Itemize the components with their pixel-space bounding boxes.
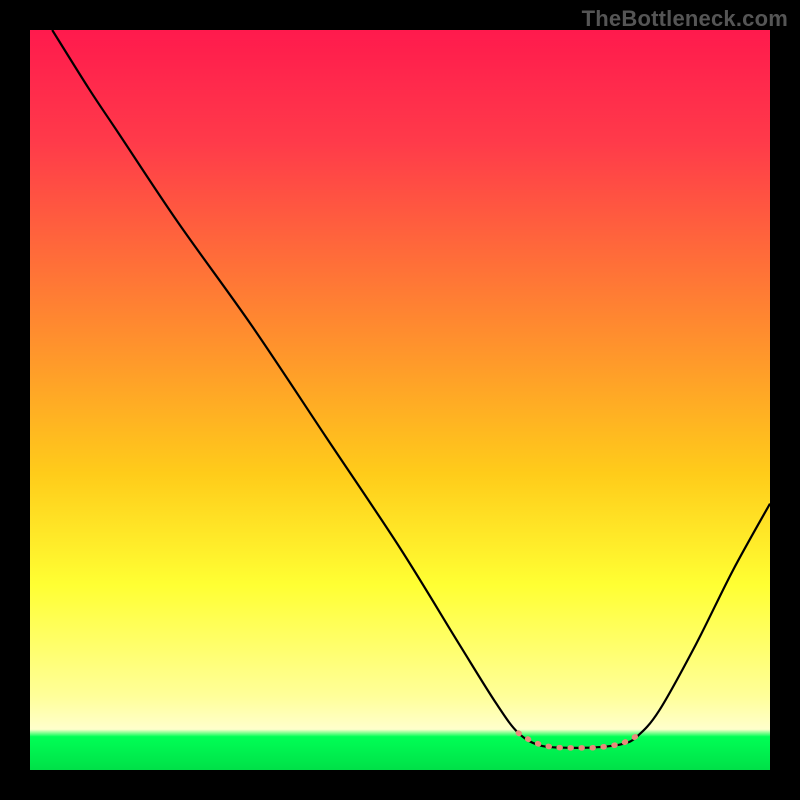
chart-frame: TheBottleneck.com [0, 0, 800, 800]
chart-svg [30, 30, 770, 770]
chart-background [30, 30, 770, 770]
watermark-text: TheBottleneck.com [582, 6, 788, 32]
plot-area [30, 30, 770, 770]
